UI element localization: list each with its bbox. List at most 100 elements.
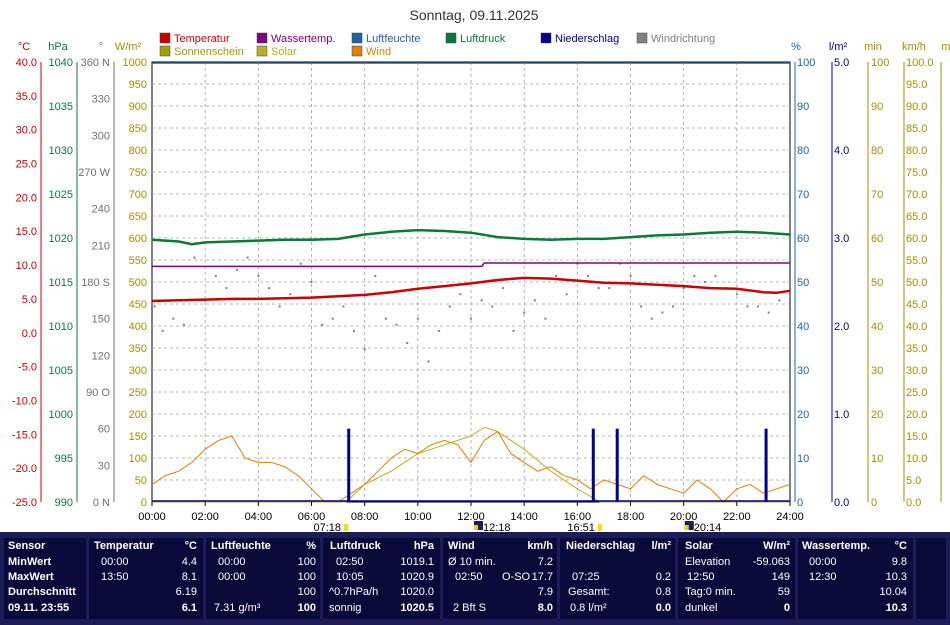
direction-axis-tick: 60 (98, 424, 110, 436)
water-max: 10.3 (885, 571, 907, 583)
event-time: 20:14 (694, 522, 722, 532)
water-max-time: 12:30 (809, 571, 837, 583)
wind-direction-point (565, 293, 568, 296)
direction-axis-tick: 210 (92, 240, 110, 252)
event-time: 12:18 (483, 522, 511, 532)
wind-direction-point (629, 274, 632, 277)
hum-current: 100 (297, 602, 316, 614)
wind-beaufort: 2 Bft S (453, 602, 487, 614)
wind-axis-tick: 70.0 (906, 189, 927, 201)
wind-direction-point (608, 287, 611, 290)
legend-swatch (256, 32, 268, 44)
wind-direction-point (448, 305, 451, 308)
legend-label: Sonnenschein (174, 46, 244, 58)
water-min-time: 00:00 (809, 556, 837, 568)
press-max-time: 10:05 (336, 571, 364, 583)
wind-direction-point (682, 287, 685, 290)
min-label: MinWert (8, 556, 52, 568)
water-temp-series-line (152, 262, 790, 268)
direction-axis-tick: 90 O (86, 387, 110, 399)
rain-axis-tick: 0.0 (834, 497, 849, 509)
sunshine-axis-tick: 20 (871, 409, 883, 421)
solar-axis-tick: 250 (129, 387, 147, 399)
wind-direction-point (374, 274, 377, 277)
wind-series-line (151, 430, 791, 503)
humidity-axis-tick: 80 (797, 145, 809, 157)
wind-avg: 7.9 (537, 586, 553, 598)
current-datetime: 09.11. 23:55 (8, 602, 70, 614)
solar-elevation-label: Elevation (685, 556, 731, 568)
solar-series-line (152, 426, 790, 503)
press-unit: hPa (413, 540, 434, 552)
legend-label: Niederschlag (555, 33, 619, 45)
temp-axis-tick: -25.0 (12, 497, 37, 509)
humidity-axis-tick: 0 (797, 497, 803, 509)
hum-max-time: 00:00 (218, 571, 246, 583)
wind-axis-tick: 65.0 (906, 211, 927, 223)
axis-unit: ° (99, 41, 103, 53)
temp-avg: 6.19 (175, 586, 197, 598)
wind-direction-point (331, 317, 334, 320)
solar-axis-tick: 800 (129, 145, 147, 157)
temperature-series-line (151, 276, 791, 303)
statistics-panel: Sensor MinWert MaxWert Durchschnitt 09.1… (0, 532, 950, 625)
wind-direction-point (693, 274, 696, 277)
press-max: 1020.9 (400, 571, 434, 583)
solar-axis-tick: 350 (129, 343, 147, 355)
chart-title: Sonntag, 09.11.2025 (410, 7, 539, 23)
event-marker (684, 525, 689, 530)
rain-bar (764, 428, 768, 502)
wind-direction-point (246, 256, 249, 259)
pressure-axis-tick: 1030 (49, 145, 73, 157)
x-tick-label: 02:00 (191, 511, 219, 523)
weather-chart: Sonntag, 09.11.2025 Temperatur Wassertemp… (12, 7, 950, 532)
legend-label: Temperatur (174, 33, 230, 45)
wind-direction-point (586, 274, 589, 277)
solar-max: 149 (771, 571, 790, 583)
solar-axis-tick: 600 (129, 233, 147, 245)
wind-direction-point (289, 293, 292, 296)
solar-axis-tick: 850 (129, 123, 147, 135)
wind-direction-point (182, 323, 185, 326)
sunshine-axis-tick: 30 (871, 365, 883, 377)
wind-max: 17.7 (531, 571, 553, 583)
humidity-axis-tick: 30 (797, 365, 809, 377)
pressure-axis-tick: 1040 (49, 57, 73, 69)
wind-direction-point (672, 305, 675, 308)
water-unit: °C (894, 540, 907, 552)
temp-axis-tick: 0.0 (22, 328, 37, 340)
wind-axis-tick: 20.0 (906, 409, 927, 421)
wind-direction-point (767, 311, 770, 314)
x-tick-label: 10:00 (404, 511, 432, 523)
solar-axis-tick: 400 (129, 321, 147, 333)
wind-direction-point (161, 329, 164, 332)
stats-col-rain: Niederschlag l/m² 07:25 0.2 Gesamt: 0.8 0.8… (560, 538, 675, 619)
temp-axis-tick: 5.0 (22, 294, 37, 306)
rain-axis-tick: 5.0 (834, 57, 849, 69)
pressure-axis-tick: 1020 (49, 233, 73, 245)
solar-axis-tick: 200 (129, 409, 147, 421)
temp-axis-tick: 10.0 (16, 260, 37, 272)
rain-axis-tick: 4.0 (834, 145, 849, 157)
solar-max-time: 12:50 (687, 571, 715, 583)
wind-direction-point (427, 360, 430, 363)
wind-axis-tick: 25.0 (906, 387, 927, 399)
wind-direction-point (640, 305, 643, 308)
axis-unit: min (864, 41, 882, 53)
wind-axis-tick: 55.0 (906, 255, 927, 267)
solar-axis-tick: 950 (129, 79, 147, 91)
wind-direction-point (153, 305, 156, 308)
direction-axis-tick: 30 (98, 460, 110, 472)
axis-unit: m (941, 41, 950, 53)
event-marker (597, 524, 602, 531)
x-tick-label: 14:00 (510, 511, 538, 523)
sunshine-axis-tick: 40 (871, 321, 883, 333)
wind-direction-point (438, 329, 441, 332)
temp-min-time: 00:00 (101, 556, 129, 568)
humidity-axis-tick: 50 (797, 277, 809, 289)
temp-unit: °C (184, 540, 197, 552)
legend-swatch (159, 45, 171, 57)
series (151, 62, 791, 503)
water-header: Wassertemp. (802, 540, 871, 552)
humidity-axis-tick: 90 (797, 101, 809, 113)
